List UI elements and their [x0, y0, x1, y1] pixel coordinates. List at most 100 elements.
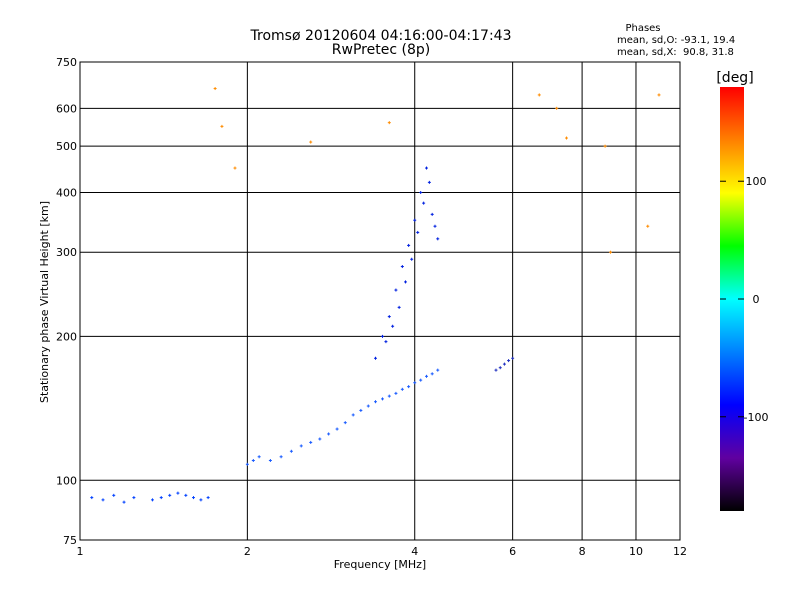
data-point — [422, 201, 426, 205]
data-point — [220, 124, 224, 128]
data-point — [410, 257, 414, 261]
data-point — [268, 458, 272, 462]
colorbar-tick-label: -100 — [744, 411, 769, 424]
data-point — [425, 374, 429, 378]
x-tick-label: 1 — [77, 545, 84, 558]
data-point — [184, 493, 188, 497]
y-tick-label: 200 — [56, 330, 77, 343]
data-point — [213, 87, 217, 91]
data-point — [299, 444, 303, 448]
y-tick-label: 500 — [56, 140, 77, 153]
x-tick-label: 12 — [673, 545, 687, 558]
phase-colorbar: [deg] 100 0 -100 — [716, 70, 768, 511]
data-point — [413, 381, 417, 385]
x-tick-label: 4 — [411, 545, 418, 558]
data-point — [436, 237, 440, 241]
data-point — [494, 368, 498, 372]
data-point — [394, 288, 398, 292]
data-point — [416, 230, 420, 234]
data-point — [565, 136, 569, 140]
plot-frame — [79, 61, 681, 541]
x-tick-label: 10 — [629, 545, 643, 558]
data-point — [359, 408, 363, 412]
data-point — [159, 496, 163, 500]
data-point — [384, 340, 388, 344]
y-tick-label: 400 — [56, 186, 77, 199]
phases-box-title: Phases — [625, 23, 660, 34]
y-tick-label: 750 — [56, 56, 77, 69]
data-point — [413, 218, 417, 222]
y-axis-ticks: 75 100 200 300 400 500 600 750 — [56, 56, 77, 547]
data-point — [387, 315, 391, 319]
data-point — [397, 305, 401, 309]
data-point — [433, 224, 437, 228]
data-point — [502, 362, 506, 366]
data-point — [335, 427, 339, 431]
data-point — [318, 437, 322, 441]
x-tick-label: 6 — [509, 545, 516, 558]
data-point — [511, 356, 515, 360]
data-point — [394, 391, 398, 395]
data-point — [199, 498, 203, 502]
data-point — [425, 166, 429, 170]
data-point — [400, 265, 404, 269]
data-point — [191, 496, 195, 500]
data-point — [603, 144, 607, 148]
data-point — [373, 400, 377, 404]
data-point — [233, 166, 237, 170]
data-point — [101, 498, 105, 502]
data-point — [657, 93, 661, 97]
phases-box-line-x: mean, sd,X: 90.8, 31.8 — [617, 47, 734, 58]
data-point — [132, 496, 136, 500]
data-point — [257, 455, 261, 459]
x-tick-label: 2 — [244, 545, 251, 558]
data-point — [309, 440, 313, 444]
data-point — [537, 93, 541, 97]
data-point — [380, 334, 384, 338]
data-point — [150, 498, 154, 502]
data-point — [343, 421, 347, 425]
data-point — [122, 500, 126, 504]
colorbar-tick-label: 0 — [753, 293, 760, 306]
x-axis-ticks: 1 2 4 6 8 10 12 — [77, 545, 688, 558]
data-point — [351, 413, 355, 417]
y-axis-label: Stationary phase Virtual Height [km] — [38, 201, 51, 403]
colorbar-label: [deg] — [716, 70, 753, 86]
data-point — [609, 250, 613, 254]
y-tick-label: 75 — [63, 534, 77, 547]
colorbar-tick-label: 100 — [746, 175, 767, 188]
x-axis-label: Frequency [MHz] — [334, 558, 426, 571]
x-tick-label: 8 — [579, 545, 586, 558]
data-points — [90, 87, 661, 504]
data-point — [419, 378, 423, 382]
data-point — [391, 324, 395, 328]
data-point — [373, 356, 377, 360]
data-point — [245, 462, 249, 466]
data-point — [387, 394, 391, 398]
data-point — [555, 106, 559, 110]
data-point — [430, 212, 434, 216]
data-point — [646, 224, 650, 228]
data-point — [436, 368, 440, 372]
data-point — [289, 449, 293, 453]
data-point — [206, 496, 210, 500]
data-point — [427, 180, 431, 184]
data-point — [380, 397, 384, 401]
data-point — [407, 385, 411, 389]
grid — [80, 62, 680, 540]
data-point — [400, 387, 404, 391]
data-point — [112, 493, 116, 497]
chart-title: Tromsø 20120604 04:16:00-04:17:43 — [250, 28, 512, 44]
y-tick-label: 300 — [56, 246, 77, 259]
y-tick-label: 100 — [56, 474, 77, 487]
data-point — [498, 366, 502, 370]
data-point — [419, 190, 423, 194]
data-point — [176, 491, 180, 495]
data-point — [251, 458, 255, 462]
phases-box-line-o: mean, sd,O: -93.1, 19.4 — [617, 35, 735, 46]
data-point — [407, 243, 411, 247]
data-point — [90, 496, 94, 500]
data-point — [430, 372, 434, 376]
